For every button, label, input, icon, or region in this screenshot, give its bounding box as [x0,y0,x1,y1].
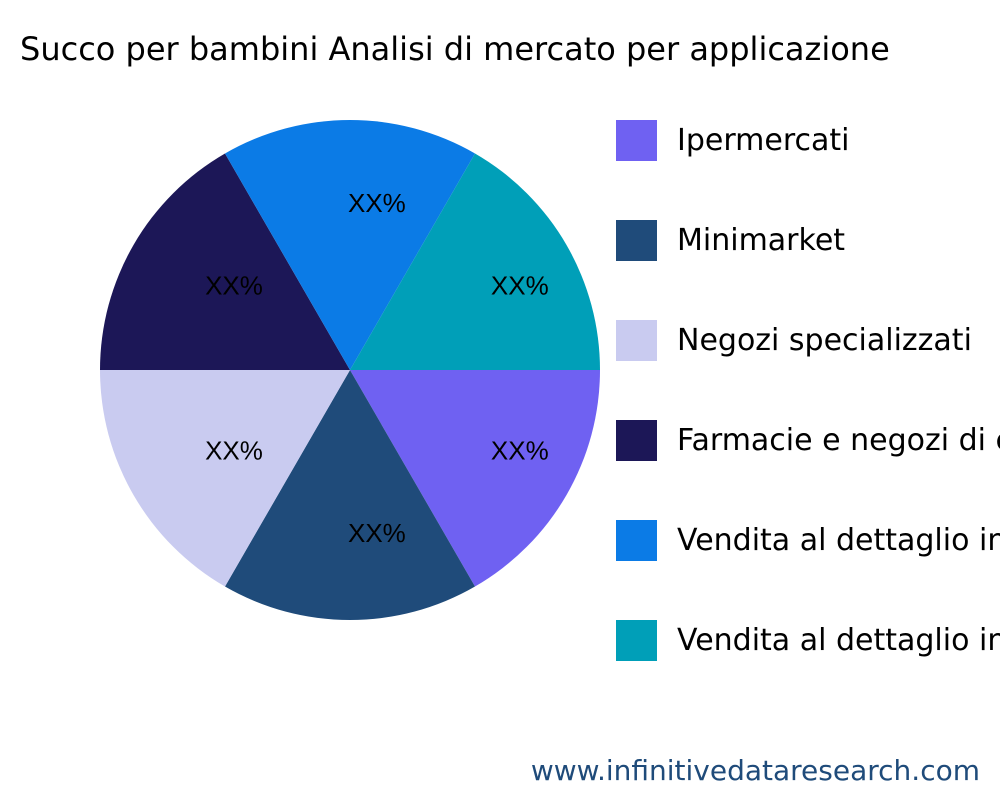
legend-swatch [616,320,657,361]
legend-label: Vendita al dettaglio in [677,623,1000,658]
chart-title: Succo per bambini Analisi di mercato per… [20,30,890,68]
pie-slice [225,119,475,370]
slice-label: XX% [348,188,406,218]
legend-swatch [616,220,657,261]
legend-label: Negozi specializzati [677,323,972,358]
legend-swatch [616,520,657,561]
slice-label: XX% [205,435,263,465]
watermark: www.infinitivedataresearch.com [531,754,980,787]
legend-label: Vendita al dettaglio in [677,523,1000,558]
slice-label: XX% [491,435,549,465]
legend-label: Minimarket [677,223,845,258]
legend-swatch [616,420,657,461]
pie-slice [350,370,600,587]
slice-label: XX% [491,270,549,300]
pie-slice [225,370,475,620]
pie-slice [350,153,600,370]
pie-slice [100,370,350,587]
legend-swatch [616,120,657,161]
legend-swatch [616,620,657,661]
slice-label: XX% [348,518,406,548]
legend-label: Farmacie e negozi di c [677,423,1000,458]
legend-label: Ipermercati [677,123,850,158]
slice-label: XX% [205,270,263,300]
pie-slice [100,153,350,370]
